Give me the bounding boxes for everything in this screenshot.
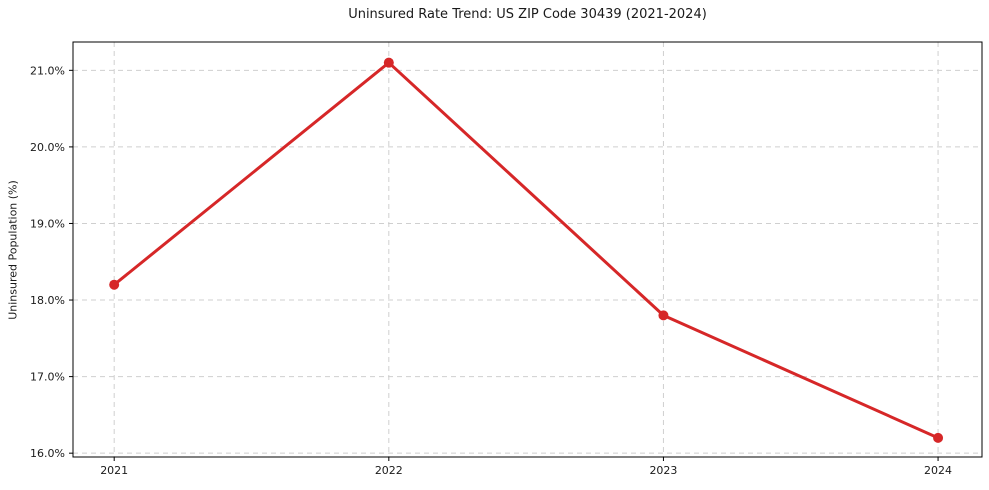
data-line [112, 61, 940, 440]
x-tick-label: 2023 [649, 464, 677, 477]
y-tick-label: 18.0% [30, 294, 65, 307]
y-tick-label: 19.0% [30, 217, 65, 230]
x-tick-label: 2022 [375, 464, 403, 477]
data-point [658, 310, 669, 321]
data-point [383, 57, 394, 68]
plot-border [72, 41, 983, 458]
y-tick-label: 21.0% [30, 64, 65, 77]
data-point [109, 279, 120, 290]
data-point [933, 432, 944, 443]
y-tick-label: 16.0% [30, 447, 65, 460]
chart-title: Uninsured Rate Trend: US ZIP Code 30439 … [348, 7, 707, 22]
x-tick-label: 2021 [100, 464, 128, 477]
x-tick-label: 2024 [924, 464, 952, 477]
y-tick-label: 20.0% [30, 141, 65, 154]
y-tick-label: 17.0% [30, 371, 65, 384]
